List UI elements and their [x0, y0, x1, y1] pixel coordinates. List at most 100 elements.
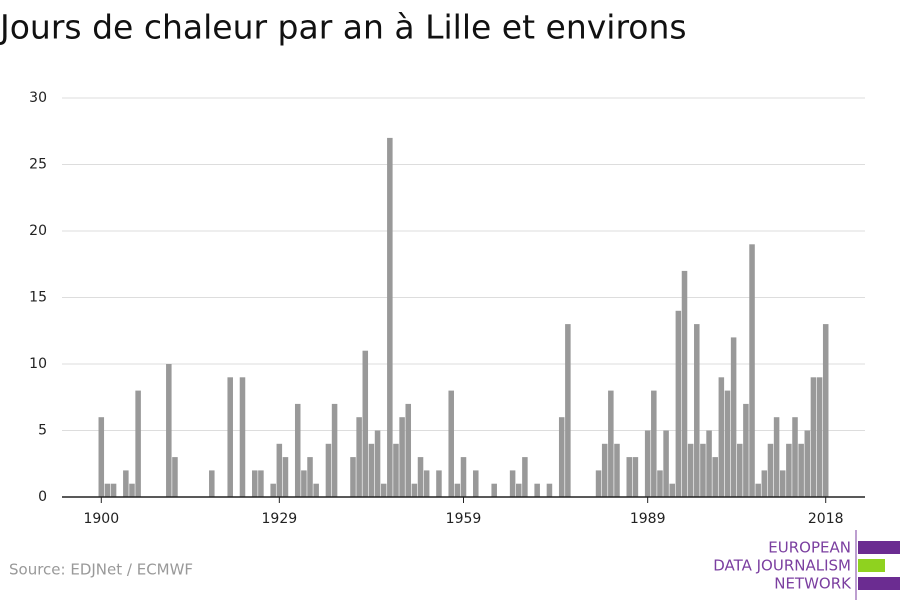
bar	[786, 443, 792, 497]
chart-title: Jours de chaleur par an à Lille et envir…	[0, 8, 687, 47]
bar	[509, 470, 516, 497]
bar	[608, 390, 614, 497]
bar	[411, 483, 418, 497]
bar	[417, 457, 424, 497]
bar	[681, 270, 688, 497]
bar	[387, 137, 393, 497]
bar	[730, 337, 737, 497]
bar	[546, 483, 553, 497]
bar	[294, 403, 301, 497]
bar	[252, 470, 258, 497]
bar	[663, 430, 669, 497]
bar	[258, 470, 264, 497]
x-tick-label: 1959	[446, 511, 482, 527]
bar	[209, 470, 215, 497]
bar	[743, 403, 749, 497]
bar	[331, 403, 338, 497]
bar	[436, 470, 442, 497]
bar	[755, 483, 761, 497]
bar	[405, 403, 412, 497]
bar	[172, 457, 178, 497]
bar	[816, 377, 823, 497]
bar	[301, 470, 307, 497]
bar	[380, 483, 387, 497]
bar	[651, 390, 657, 497]
source: Source: EDJNet / ECMWF	[9, 561, 193, 579]
bar	[123, 470, 129, 497]
bar	[534, 483, 540, 497]
bar	[798, 443, 804, 497]
bar	[669, 483, 675, 497]
bar	[718, 377, 725, 497]
bar	[129, 483, 135, 497]
bar	[282, 457, 289, 497]
y-tick-label: 20	[29, 223, 47, 239]
logo-text: EUROPEAN	[768, 539, 851, 557]
bar	[749, 244, 755, 497]
y-tick-label: 25	[29, 157, 47, 173]
bar	[614, 443, 620, 497]
bar	[712, 457, 718, 497]
bar	[804, 430, 811, 497]
bar	[491, 483, 497, 497]
bar	[239, 377, 246, 497]
bar	[325, 443, 332, 497]
bar	[761, 470, 768, 497]
bar	[779, 470, 786, 497]
bar	[558, 417, 565, 497]
bar	[700, 443, 706, 497]
bar	[687, 443, 694, 497]
x-tick-label: 2018	[808, 511, 844, 527]
bar	[773, 417, 780, 497]
bar	[767, 443, 774, 497]
logo-bar	[858, 559, 885, 572]
bar	[135, 390, 141, 497]
bar	[810, 377, 817, 497]
bar	[270, 483, 276, 497]
y-tick-label: 0	[38, 489, 47, 505]
logo-bar	[858, 577, 900, 590]
bar	[632, 457, 639, 497]
y-tick-label: 10	[29, 356, 47, 372]
bar	[460, 457, 467, 497]
bar	[313, 483, 319, 497]
bar	[675, 310, 682, 497]
logo-text: NETWORK	[774, 575, 852, 593]
bar	[706, 430, 712, 497]
logo-bar	[858, 541, 900, 554]
bar	[110, 483, 117, 497]
bar	[362, 350, 369, 497]
bar	[104, 483, 111, 497]
bar	[657, 470, 663, 497]
x-tick-label: 1900	[83, 511, 119, 527]
bar	[792, 417, 798, 497]
bar	[822, 324, 829, 497]
bar	[736, 443, 743, 497]
x-tick-label: 1989	[630, 511, 666, 527]
bar	[626, 457, 633, 497]
bar	[473, 470, 479, 497]
y-tick-label: 15	[29, 290, 47, 306]
y-tick-label: 30	[29, 90, 47, 106]
bar	[522, 457, 528, 497]
x-tick-label: 1929	[262, 511, 298, 527]
bar	[565, 324, 571, 497]
bar	[307, 457, 313, 497]
bar	[595, 470, 602, 497]
bar	[644, 430, 651, 497]
bar	[724, 390, 731, 497]
y-tick-label: 5	[38, 423, 47, 439]
bar	[454, 483, 461, 497]
bar	[694, 324, 700, 497]
bar	[227, 377, 233, 497]
bar	[276, 443, 283, 497]
bar	[98, 417, 105, 497]
bar	[423, 470, 430, 497]
bar	[350, 457, 356, 497]
bar	[356, 417, 362, 497]
logo-text: DATA JOURNALISM	[713, 557, 851, 575]
bar	[374, 430, 381, 497]
bar	[393, 443, 399, 497]
bar	[448, 390, 454, 497]
